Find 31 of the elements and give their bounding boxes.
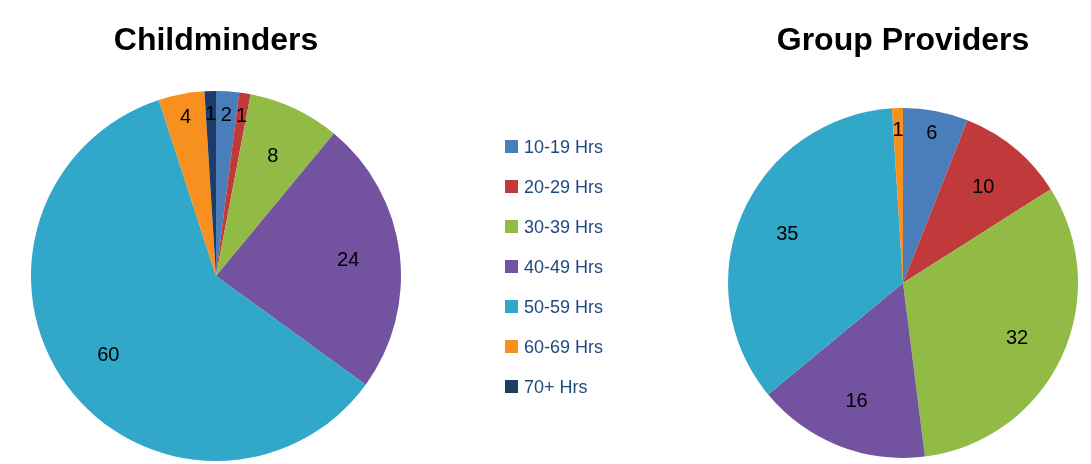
legend-label: 40-49 Hrs xyxy=(524,257,604,278)
data-label: 4 xyxy=(179,105,192,128)
data-label: 1 xyxy=(892,118,904,141)
chart-title: Childminders xyxy=(113,21,319,57)
chart-title: Group Providers xyxy=(776,21,1030,57)
data-label: 1 xyxy=(205,102,217,125)
data-label: 32 xyxy=(1005,325,1029,348)
data-label: 2 xyxy=(220,102,232,125)
pie-slice xyxy=(216,92,251,276)
data-label: 6 xyxy=(926,120,938,143)
legend-label: 10-19 Hrs xyxy=(524,137,604,158)
legend-label: 30-39 Hrs xyxy=(524,217,604,238)
data-label: 10 xyxy=(972,174,995,197)
pie-slice xyxy=(216,94,334,276)
pie-slice xyxy=(903,108,968,283)
legend-label: 50-59 Hrs xyxy=(524,297,604,318)
legend-label: 20-29 Hrs xyxy=(524,177,604,198)
pie-slice xyxy=(903,120,1051,283)
pie-slice xyxy=(728,108,903,395)
pie-slice xyxy=(158,91,216,276)
legend-label: 70+ Hrs xyxy=(524,377,588,398)
data-label: 60 xyxy=(97,343,120,366)
pie-slice xyxy=(216,133,401,385)
pie-slice xyxy=(768,283,925,458)
data-label: 35 xyxy=(776,221,799,244)
data-label: 8 xyxy=(267,144,279,167)
data-label: 1 xyxy=(235,104,248,127)
pie-slice xyxy=(31,100,366,461)
data-label: 24 xyxy=(337,248,360,271)
data-label: 16 xyxy=(845,389,868,412)
legend-label: 60-69 Hrs xyxy=(524,337,604,358)
